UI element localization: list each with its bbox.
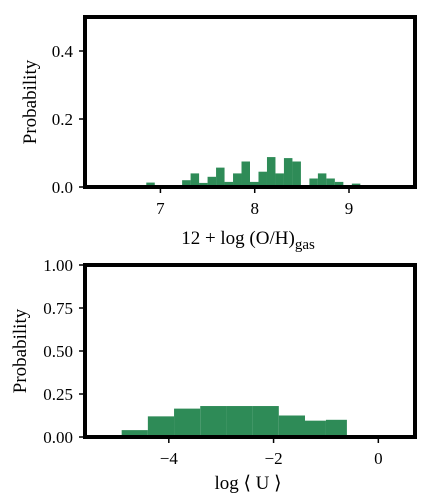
x-tick-label: 7 [156, 199, 165, 218]
histogram-bar [121, 430, 148, 437]
histogram-bar [258, 171, 267, 187]
x-tick-label: 9 [345, 199, 354, 218]
histogram-bar [174, 408, 201, 437]
x-tick-label: 8 [250, 199, 259, 218]
histogram-bar [226, 406, 253, 437]
histogram-bar [292, 161, 301, 187]
y-tick-label: 1.00 [43, 256, 73, 275]
histogram-bar [317, 173, 327, 187]
histogram-bar [199, 182, 208, 187]
histogram-bar [250, 181, 259, 187]
x-axis-label: 12 + log (O/H)gas [181, 228, 315, 253]
histogram-bar [326, 178, 335, 187]
histogram-bar [190, 173, 200, 187]
histogram-bar [224, 181, 234, 187]
histogram-bar [200, 406, 227, 437]
y-tick-label: 0.75 [43, 299, 73, 318]
histogram-bar [216, 167, 225, 187]
histogram-bar [283, 158, 293, 187]
y-tick-label: 0.0 [52, 178, 73, 197]
histogram-bar [233, 173, 242, 187]
histogram-bar [309, 178, 318, 187]
plot-frame [83, 15, 417, 189]
histogram-bar [305, 420, 326, 437]
x-tick-label: 0 [374, 449, 383, 468]
y-tick-label: 0.25 [43, 385, 73, 404]
histogram-bar [241, 161, 250, 187]
y-tick-label: 0.2 [52, 110, 73, 129]
histogram-bar [207, 176, 217, 187]
x-tick-label: −2 [265, 449, 283, 468]
histogram-bar [275, 173, 284, 187]
histogram-bar [266, 157, 276, 187]
y-tick-label: 0.50 [43, 342, 73, 361]
histogram-bar [147, 416, 175, 437]
x-axis-label-subscript: gas [295, 237, 315, 253]
histogram-bar [146, 182, 155, 187]
x-tick-label: −4 [160, 449, 179, 468]
y-tick-label: 0.4 [52, 42, 74, 61]
y-axis-label: Probability [10, 308, 31, 393]
histogram-bar [334, 181, 344, 187]
histogram-bar [252, 406, 279, 437]
y-tick-label: 0.00 [43, 428, 73, 447]
histogram-bar [182, 180, 191, 187]
y-axis-label: Probability [20, 59, 41, 144]
chart-panel-1: 7 8 9 0.0 0.2 0.4 Probability 12 + log (O/H)gas [20, 15, 417, 253]
histogram-bar [278, 415, 305, 437]
histogram-bar [325, 419, 347, 437]
chart-panel-2: −4 −2 0 0.00 0.25 0.50 0.75 1.00 Probability log … [10, 256, 417, 494]
x-axis-label: log ⟨ U ⟩ [214, 473, 281, 494]
